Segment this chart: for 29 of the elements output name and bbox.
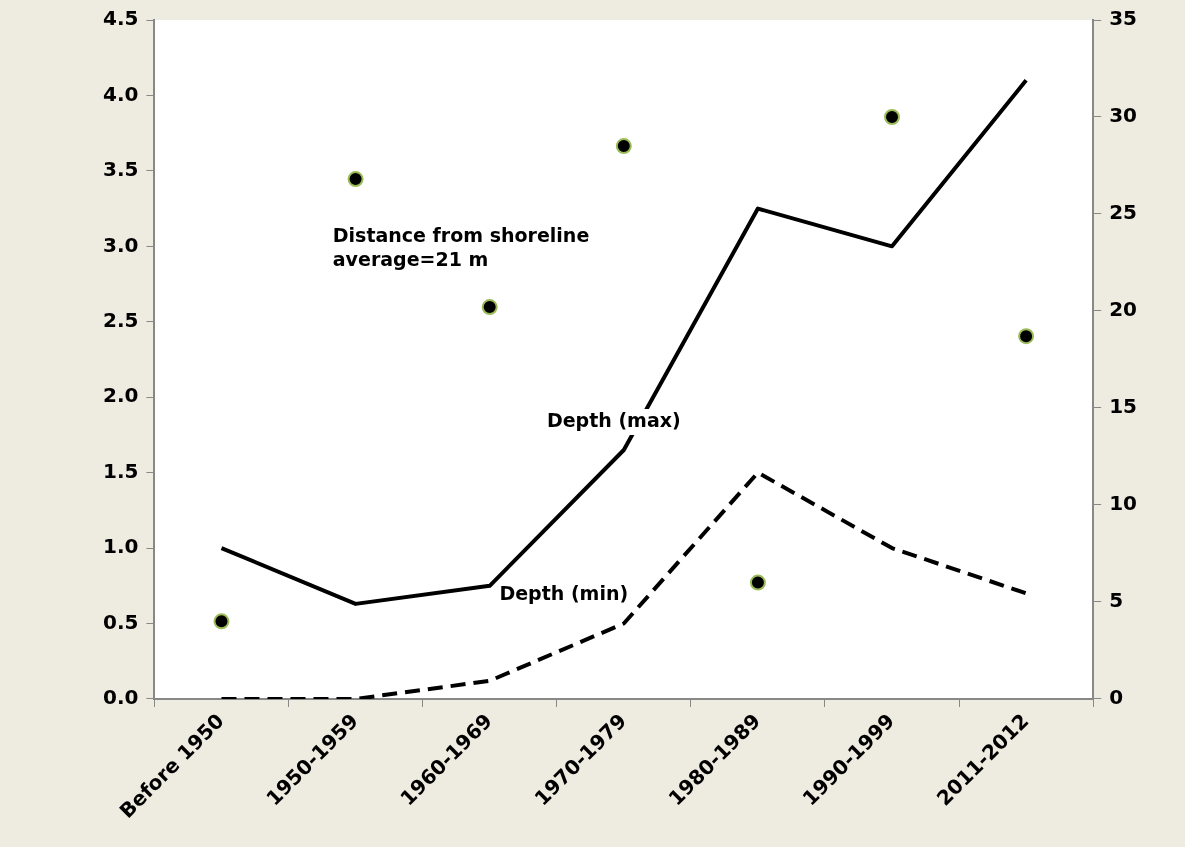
y2-tick-label: 10 xyxy=(1109,491,1138,516)
y-tick-label: 3.5 xyxy=(102,157,139,182)
series-label: Depth (min) xyxy=(499,582,629,605)
y2-tick-label: 20 xyxy=(1109,297,1138,322)
y2-tick-label: 25 xyxy=(1109,200,1138,225)
y-tick-label: 4.0 xyxy=(102,81,139,106)
y-tick-label: 4.5 xyxy=(102,6,139,31)
y2-tick-label: 30 xyxy=(1109,103,1138,128)
y-tick-label: 1.5 xyxy=(102,458,139,483)
line-series xyxy=(219,470,1029,699)
point xyxy=(615,138,632,155)
y-tick-label: 1.0 xyxy=(102,534,139,559)
y-tick-label: 3.0 xyxy=(102,232,139,257)
y-tick-label: 0.0 xyxy=(102,685,139,710)
point xyxy=(749,574,766,591)
point xyxy=(884,108,901,125)
point xyxy=(481,299,498,316)
point xyxy=(213,613,230,630)
y-tick-label: 0.5 xyxy=(102,609,139,634)
y2-tick-label: 15 xyxy=(1109,394,1138,419)
y2-tick-label: 35 xyxy=(1109,6,1138,31)
y2-tick-label: 0 xyxy=(1109,685,1124,710)
point xyxy=(1018,328,1035,345)
y2-tick-label: 5 xyxy=(1109,588,1124,613)
point xyxy=(347,171,364,188)
annotation: Distance from shoreline average=21 m xyxy=(332,224,590,271)
series-label: Depth (max) xyxy=(546,408,681,431)
y-tick-label: 2.0 xyxy=(102,383,139,408)
y-tick-label: 2.5 xyxy=(102,307,139,332)
